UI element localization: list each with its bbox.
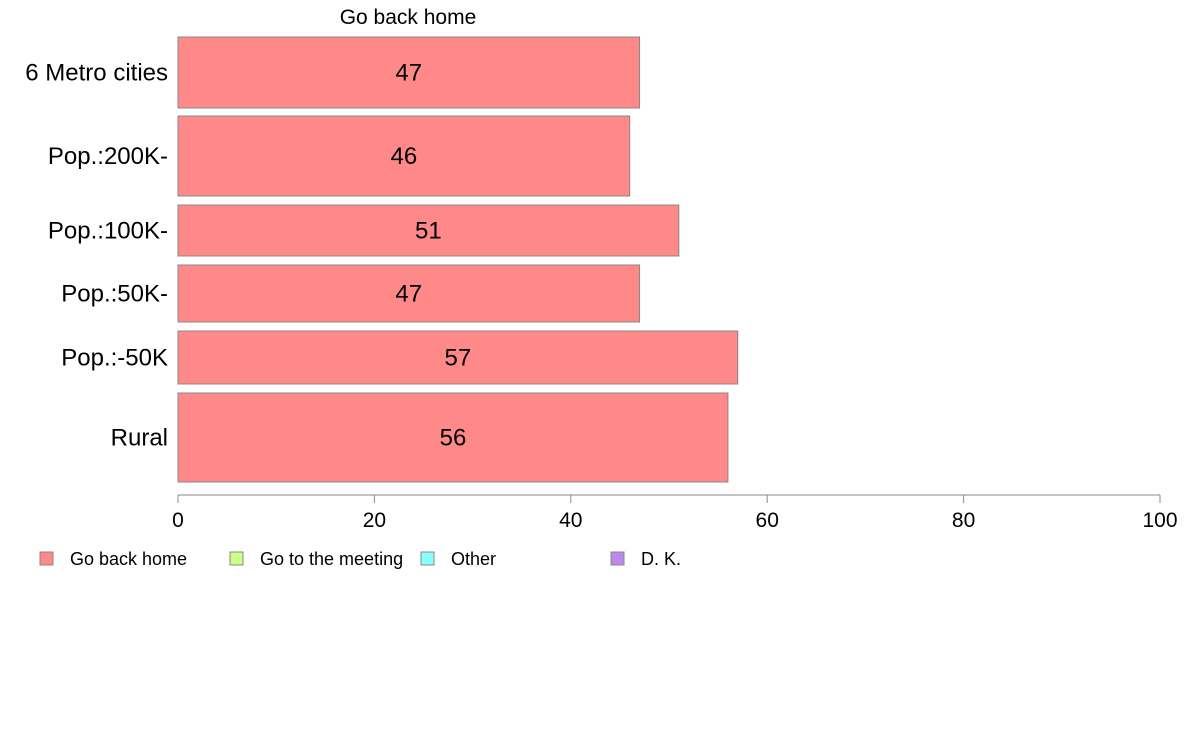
legend: Go back home Go to the meeting Other D. K.	[39, 549, 681, 569]
bars-group: 47 6 Metro cities 46 Pop.:200K- 51 Pop.:100K-…	[25, 36, 739, 483]
x-tick-label: 100	[1142, 509, 1177, 532]
category-label: Pop.:100K-	[48, 218, 168, 245]
bar	[177, 330, 739, 385]
x-axis: 0 20 40 60 80 100	[172, 494, 1178, 532]
bar	[177, 115, 631, 197]
legend-label: D. K.	[641, 549, 681, 569]
bar	[177, 36, 641, 109]
legend-swatch	[229, 551, 244, 566]
category-label: Pop.:-50K	[61, 345, 168, 372]
x-tick-label: 40	[559, 509, 582, 532]
bar	[177, 392, 729, 483]
bar-value-label: 47	[395, 60, 422, 87]
category-label: Pop.:50K-	[61, 281, 168, 308]
legend-label: Other	[451, 549, 496, 569]
bar	[177, 264, 641, 323]
bar-value-label: 56	[440, 425, 467, 452]
bar-value-label: 57	[445, 345, 472, 372]
bar-value-label: 47	[395, 281, 422, 308]
x-tick-label: 80	[952, 509, 975, 532]
category-label: Pop.:200K-	[48, 143, 168, 170]
category-label: Rural	[111, 425, 168, 452]
x-tick-label: 20	[363, 509, 386, 532]
chart-title: Go back home	[340, 6, 477, 29]
bar	[177, 204, 680, 257]
x-tick-label: 0	[172, 509, 184, 532]
legend-swatch	[39, 551, 54, 566]
category-label: 6 Metro cities	[25, 60, 168, 87]
x-tick-label: 60	[756, 509, 779, 532]
legend-label: Go back home	[70, 549, 187, 569]
legend-label: Go to the meeting	[260, 549, 403, 569]
bar-value-label: 46	[391, 143, 418, 170]
bar-value-label: 51	[415, 218, 442, 245]
legend-swatch	[420, 551, 435, 566]
legend-swatch	[610, 551, 625, 566]
